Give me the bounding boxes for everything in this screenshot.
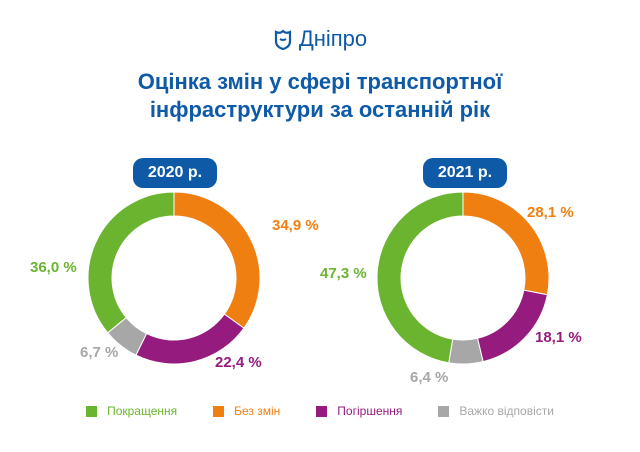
donut-1-label-1: 18,1 %	[535, 329, 582, 346]
legend-label-2: Погіршення	[337, 404, 403, 418]
donut-0-slice-0	[173, 191, 261, 329]
legend-swatch-1	[213, 405, 225, 417]
legend-label-3: Важко відповісти	[459, 404, 554, 418]
title-line-1: Оцінка змін у сфері транспортної	[137, 69, 503, 94]
legend-item-0: Покращення	[86, 404, 177, 418]
shield-logo-icon	[274, 29, 291, 51]
donut-0-label-0: 34,9 %	[272, 217, 319, 234]
legend-item-1: Без змін	[213, 404, 280, 418]
legend-label-0: Покращення	[107, 404, 178, 418]
donut-1-slice-3	[376, 191, 464, 364]
chart-2021-title: 2021 р.	[423, 158, 507, 188]
logo-text: Дніпро	[298, 26, 368, 51]
donut-0-label-2: 6,7 %	[80, 344, 118, 361]
page-title: Оцінка змін у сфері транспортної інфраст…	[0, 68, 640, 124]
legend-swatch-3	[438, 405, 450, 417]
donut-1-label-0: 28,1 %	[527, 204, 574, 221]
logo: Дніпро	[0, 26, 640, 52]
legend: Покращення Без змін Погіршення Важко відпов…	[0, 404, 640, 418]
donut-1-slice-1	[476, 289, 548, 363]
legend-swatch-0	[86, 405, 98, 417]
donut-1-label-2: 6,4 %	[410, 369, 448, 386]
donut-0-label-3: 36,0 %	[30, 259, 77, 276]
donut-1-label-3: 47,3 %	[320, 265, 367, 282]
legend-label-1: Без змін	[234, 404, 281, 418]
donut-1-slice-2	[448, 337, 484, 365]
donut-0-label-1: 22,4 %	[215, 354, 262, 371]
chart-2020-title: 2020 р.	[133, 158, 217, 188]
legend-item-3: Важко відповісти	[438, 404, 554, 418]
legend-item-2: Погіршення	[316, 404, 402, 418]
donut-0-slice-3	[87, 191, 175, 334]
title-line-2: інфраструктури за останній рік	[149, 97, 491, 122]
legend-swatch-2	[316, 405, 328, 417]
